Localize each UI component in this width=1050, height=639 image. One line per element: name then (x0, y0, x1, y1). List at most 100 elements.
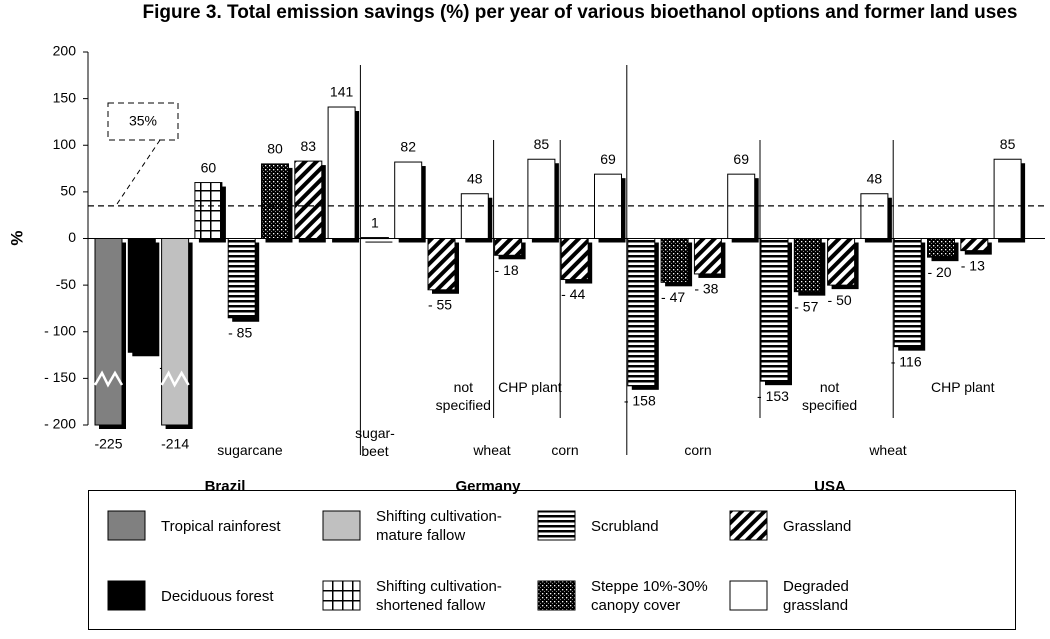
value-label: - 116 (891, 353, 922, 369)
value-label: 80 (267, 141, 283, 157)
crop-label: sugarcane (217, 442, 283, 458)
value-label: - 18 (495, 262, 519, 278)
bar (660, 238, 689, 283)
legend-swatch-fill (322, 580, 361, 611)
legend-swatch (322, 580, 361, 611)
annotation: 35% (129, 113, 157, 129)
value-label: 60 (201, 159, 217, 175)
value-label: 83 (301, 138, 317, 154)
legend-swatch-fill (107, 580, 146, 611)
legend-swatch-fill (322, 510, 361, 541)
legend-swatch (107, 580, 146, 611)
bar (627, 238, 656, 387)
break-mark (93, 370, 124, 388)
value-label: - 44 (561, 286, 585, 302)
y-tick-label: 50 (60, 183, 76, 199)
legend-swatch (322, 510, 361, 541)
value-label: -214 (161, 436, 189, 452)
legend-label: Shifting cultivation-mature fallow (376, 508, 502, 544)
value-label: 48 (867, 170, 883, 186)
legend-swatch (537, 510, 576, 541)
bar (161, 238, 190, 426)
value-label: -225 (94, 436, 122, 452)
bar (261, 163, 289, 239)
y-tick-label: - 150 (44, 369, 76, 385)
bar (194, 182, 223, 240)
legend-item: Deciduous forest (107, 561, 322, 631)
legend-swatch-fill (107, 510, 146, 541)
country-label: Brazil (204, 478, 246, 495)
bar (927, 238, 955, 258)
bar (294, 160, 323, 239)
value-label: - 38 (694, 281, 718, 297)
legend: Tropical rainforest Deciduous forest Shift… (88, 490, 1016, 630)
bar (793, 238, 822, 293)
crop-label: corn (684, 442, 712, 458)
bar (993, 158, 1022, 239)
y-tick-label: 100 (53, 136, 77, 152)
subgroup-label: CHP plant (498, 379, 562, 395)
subgroup-label: CHP plant (931, 379, 995, 395)
bar (227, 238, 256, 319)
bar (94, 238, 123, 426)
legend-swatch-fill (729, 580, 768, 611)
value-label: - 50 (828, 292, 852, 308)
legend-label: Steppe 10%-30% canopy cover (591, 578, 708, 614)
bar (760, 238, 789, 382)
bar (460, 193, 489, 240)
y-tick-label: -50 (56, 276, 76, 292)
bar (327, 106, 356, 239)
value-label: - 85 (228, 324, 252, 340)
value-label: - 13 (961, 257, 985, 273)
legend-label: Grassland (783, 517, 852, 535)
value-label: - 153 (757, 388, 789, 404)
y-tick-label: - 100 (44, 322, 76, 338)
legend-swatch (729, 510, 768, 541)
bar (560, 238, 589, 281)
value-label: - 57 (794, 298, 818, 314)
country-label: USA (814, 478, 846, 495)
annotation-leader (114, 139, 161, 208)
legend-swatch (729, 580, 768, 611)
y-tick-label: 200 (53, 43, 77, 59)
value-label: - 158 (624, 393, 656, 409)
legend-item: Degraded grassland (729, 561, 929, 631)
legend-label: Shifting cultivation-shortened fallow (376, 578, 502, 614)
bar (494, 238, 523, 256)
value-label: - 55 (428, 296, 452, 312)
value-label: 48 (467, 170, 483, 186)
legend-swatch (107, 510, 146, 541)
value-label: - 47 (661, 289, 685, 305)
bar (693, 238, 722, 275)
chart-title: Figure 3. Total emission savings (%) per… (142, 2, 1018, 23)
bar (527, 158, 556, 239)
value-label: 69 (733, 151, 749, 167)
bar (427, 238, 456, 291)
legend-label: Degraded grassland (783, 578, 849, 614)
value-label: 141 (330, 84, 354, 100)
crop-label: wheat (869, 442, 907, 458)
y-tick-label: 150 (53, 89, 77, 105)
value-label: 69 (600, 151, 616, 167)
legend-item: Shifting cultivation-shortened fallow (322, 561, 537, 631)
crop-label: wheat (473, 442, 511, 458)
legend-item: Grassland (729, 491, 929, 561)
legend-label: Deciduous forest (161, 587, 274, 605)
value-label: 85 (1000, 136, 1016, 152)
legend-item: Tropical rainforest (107, 491, 322, 561)
bar (960, 238, 989, 252)
bar (893, 238, 922, 348)
y-axis-label: % (7, 230, 26, 245)
y-tick-label: 0 (68, 229, 76, 245)
bar (827, 238, 856, 286)
value-label: 1 (371, 214, 379, 230)
legend-item: Scrubland (537, 491, 729, 561)
value-label: - 20 (927, 264, 951, 280)
legend-label: Scrubland (591, 517, 659, 535)
crop-label: sugar-beet (355, 425, 395, 459)
subgroup-label: not specified (435, 379, 491, 413)
value-label: 85 (534, 136, 550, 152)
bar-shadow (365, 241, 393, 243)
